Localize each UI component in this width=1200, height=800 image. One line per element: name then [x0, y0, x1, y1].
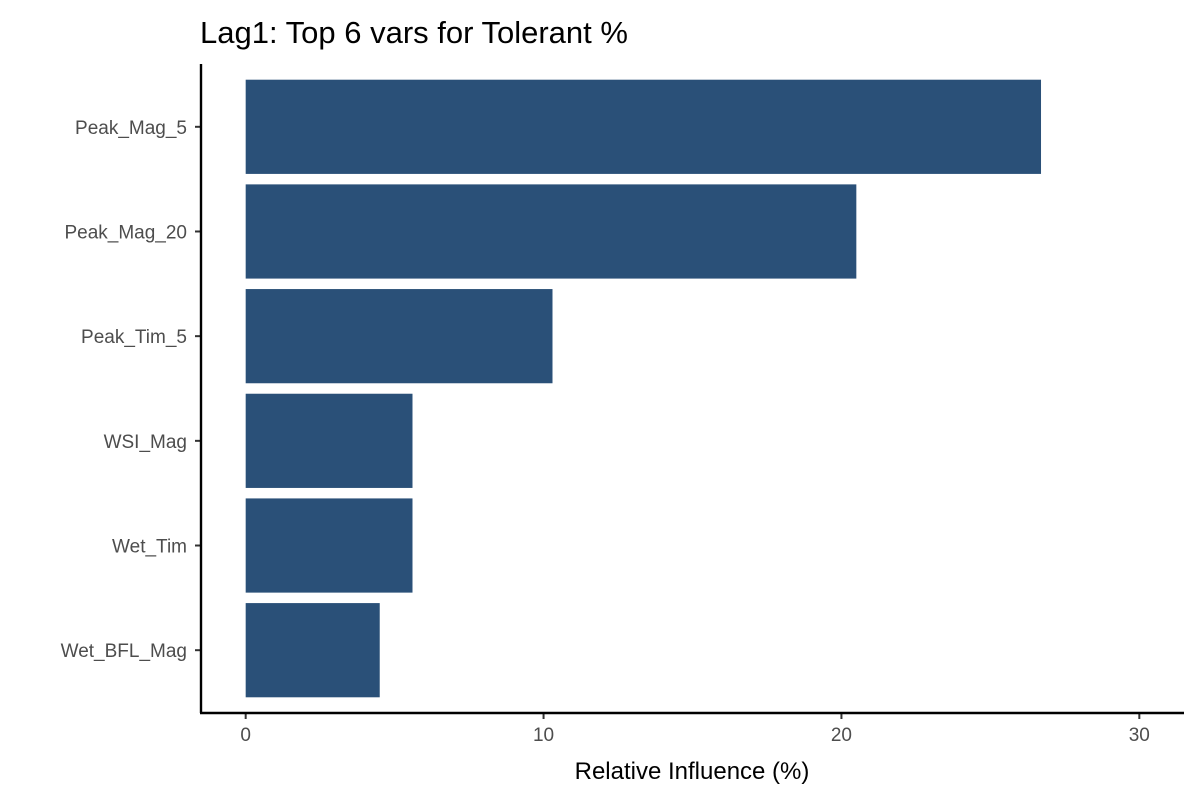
y-tick-label: Wet_BFL_Mag [61, 641, 187, 662]
y-axis: Peak_Mag_5 Peak_Mag_20 Peak_Tim_5 WSI_Mag We… [61, 118, 201, 662]
y-tick-label: Peak_Mag_20 [64, 222, 187, 243]
x-tick-label: 0 [240, 725, 251, 746]
x-axis-title: Relative Influence (%) [575, 758, 810, 785]
chart-title: Lag1: Top 6 vars for Tolerant % [200, 15, 628, 50]
y-tick-label: Peak_Mag_5 [75, 118, 187, 139]
bar-wet-tim [245, 498, 413, 593]
bar-peak-mag-20 [245, 184, 857, 279]
x-tick-label: 10 [533, 725, 554, 746]
bar-peak-mag-5 [245, 79, 1042, 174]
x-axis: 0 10 20 30 [240, 713, 1150, 746]
x-tick-label: 30 [1129, 725, 1150, 746]
bar-peak-tim-5 [245, 289, 553, 384]
x-tick-label: 20 [831, 725, 852, 746]
bar-wet-bfl-mag [245, 603, 380, 698]
bars-layer [245, 79, 1042, 698]
y-tick-label: Peak_Tim_5 [81, 327, 187, 348]
y-tick-label: Wet_Tim [112, 537, 187, 558]
y-tick-label: WSI_Mag [104, 432, 187, 453]
bar-wsi-mag [245, 393, 413, 488]
